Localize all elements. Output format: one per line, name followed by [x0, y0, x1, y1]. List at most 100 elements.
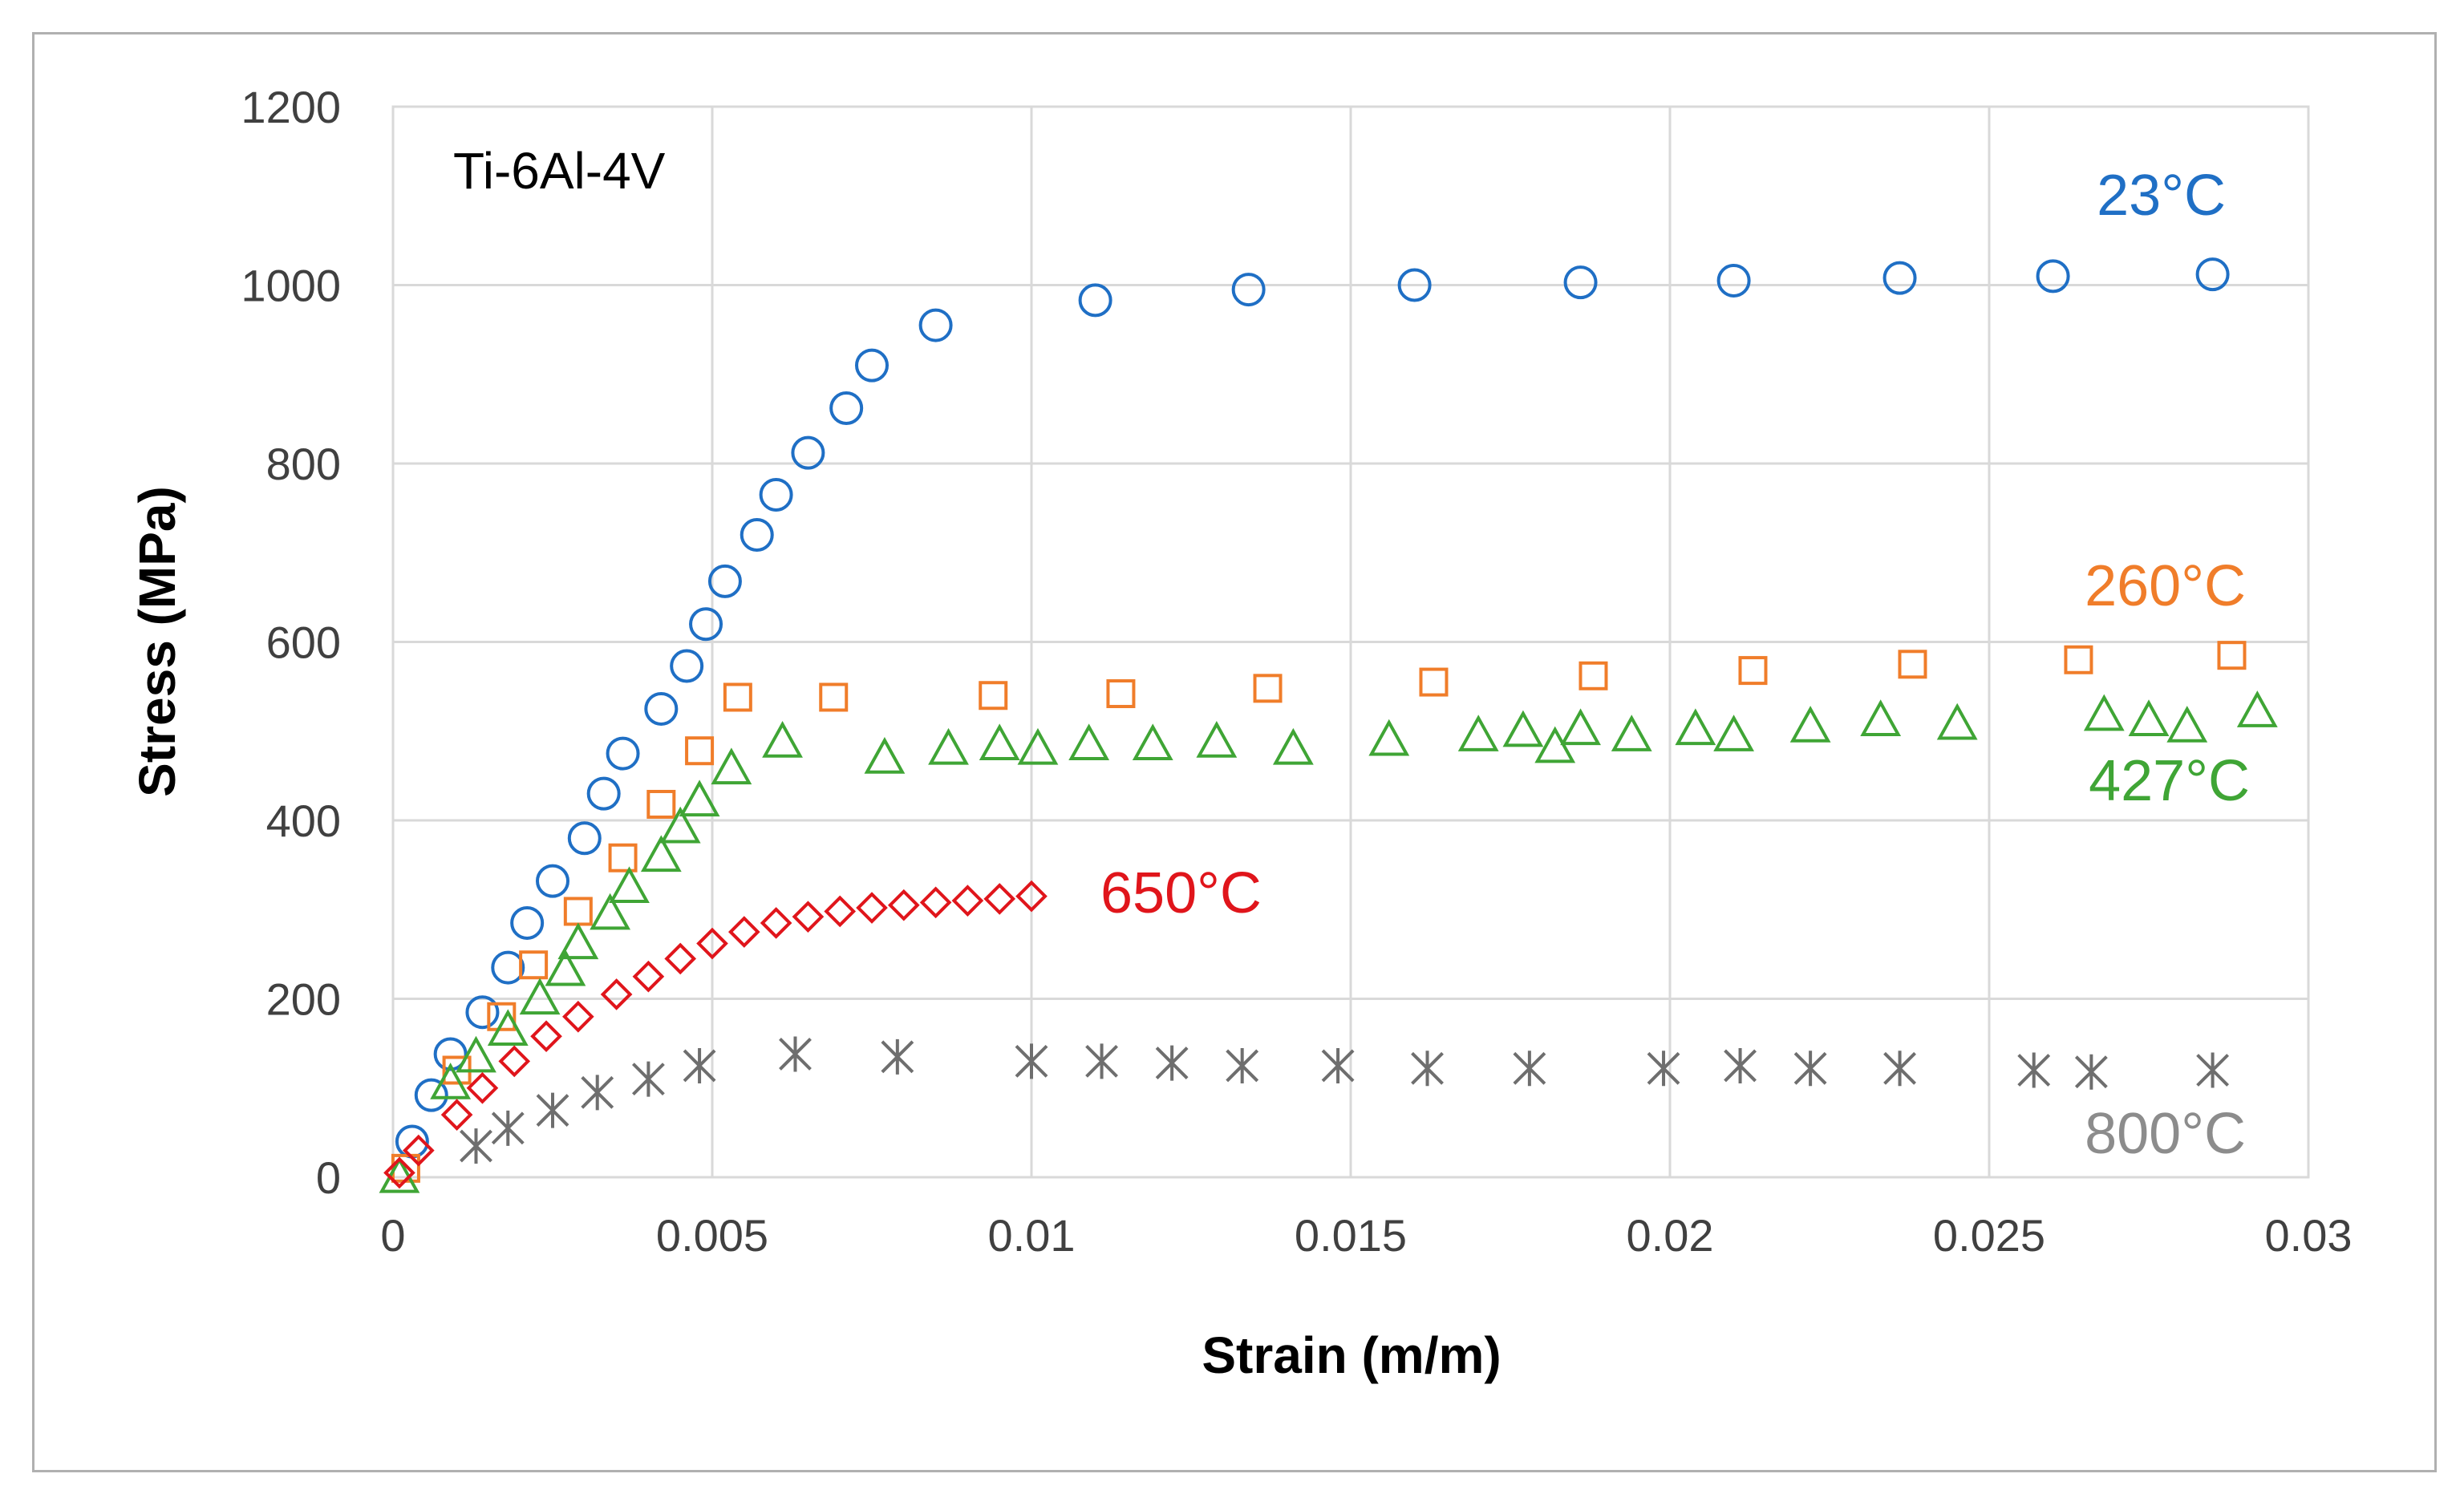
label-427c: 427°C: [2089, 749, 2250, 813]
data-point: [2036, 259, 2070, 294]
data-point: [562, 1000, 594, 1033]
data-point: [711, 747, 752, 785]
data-point: [791, 435, 825, 470]
data-point: [819, 682, 849, 712]
data-point: [1860, 699, 1902, 736]
data-point: [1936, 702, 1978, 740]
data-point: [465, 995, 500, 1030]
data-point: [779, 1036, 812, 1072]
data-point: [1898, 650, 1927, 679]
y-axis-title: Stress (MPa): [128, 486, 186, 797]
data-point: [881, 1038, 914, 1075]
data-point: [1015, 880, 1048, 913]
data-point: [403, 1134, 435, 1167]
data-point: [928, 727, 969, 765]
data-point: [689, 607, 723, 642]
data-point: [855, 348, 889, 383]
data-point: [792, 901, 825, 933]
data-point: [740, 518, 774, 552]
data-point: [1015, 1043, 1048, 1079]
data-point: [433, 1037, 468, 1071]
x-tick-label: 0.025: [1933, 1210, 2045, 1261]
data-point: [600, 978, 633, 1010]
data-point: [487, 1009, 529, 1047]
x-tick-label: 0.005: [656, 1210, 768, 1261]
gridlines: [391, 105, 2310, 1179]
data-point: [608, 843, 638, 872]
data-point: [466, 1071, 499, 1104]
data-point: [590, 893, 631, 930]
tick-labels: 0 0.005 0.01 0.015 0.02 0.025 0.03 0 200 400 600 80…: [241, 82, 2352, 1261]
data-point: [1716, 263, 1751, 298]
data-point: [530, 1020, 562, 1053]
data-point: [644, 691, 679, 726]
material-annotation: Ti-6Al-4V: [453, 142, 666, 200]
data-point: [1513, 1051, 1546, 1087]
label-260c: 260°C: [2085, 554, 2246, 618]
data-point: [563, 897, 593, 926]
data-point: [683, 1047, 716, 1083]
data-point: [685, 736, 715, 766]
data-point: [1560, 708, 1601, 746]
x-axis-title: Strain (m/m): [1202, 1326, 1501, 1384]
data-point: [586, 776, 621, 811]
data-point: [919, 886, 952, 919]
data-point: [1457, 715, 1499, 751]
data-point: [2017, 1052, 2051, 1088]
data-point: [1085, 1043, 1118, 1079]
data-point: [1368, 719, 1410, 756]
data-point: [1789, 706, 1831, 743]
data-point: [1502, 710, 1544, 747]
series-427c: [379, 690, 2278, 1193]
data-point: [383, 1156, 415, 1189]
data-point: [2195, 257, 2230, 292]
data-point: [1068, 723, 1110, 761]
data-point: [1419, 667, 1449, 697]
data-point: [1231, 273, 1266, 307]
x-tick-label: 0.03: [2265, 1210, 2353, 1261]
data-point: [1713, 715, 1754, 751]
chart-frame: [32, 32, 2437, 1472]
data-point: [536, 864, 569, 898]
data-point: [1882, 261, 1917, 295]
data-point: [519, 978, 561, 1015]
series-650c: [383, 880, 1048, 1189]
data-point: [1724, 1047, 1757, 1083]
data-point: [829, 391, 864, 426]
series-23c: [395, 257, 2230, 1159]
data-point: [606, 736, 640, 771]
data-point: [1578, 661, 1608, 690]
data-point: [762, 720, 803, 758]
data-point: [670, 649, 704, 683]
data-point: [2217, 641, 2247, 670]
data-point: [1738, 656, 1768, 686]
data-point: [727, 916, 760, 948]
data-point: [440, 1099, 473, 1131]
data-point: [2074, 1054, 2108, 1090]
data-point: [723, 682, 752, 712]
data-point: [581, 1075, 614, 1111]
y-tick-label: 1200: [241, 82, 341, 132]
data-point: [567, 821, 602, 856]
x-tick-label: 0: [380, 1210, 405, 1261]
y-tick-label: 400: [266, 796, 341, 846]
data-point: [759, 477, 793, 512]
data-point: [487, 1002, 517, 1031]
data-point: [1675, 708, 1716, 746]
data-point: [460, 1128, 492, 1164]
data-point: [2236, 690, 2278, 727]
y-tick-label: 0: [316, 1152, 341, 1203]
data-point: [646, 789, 676, 819]
data-point: [536, 1092, 569, 1128]
data-point: [1226, 1047, 1259, 1083]
data-point: [1017, 727, 1059, 765]
series-800c: [460, 1036, 2230, 1164]
label-650c: 650°C: [1100, 861, 1262, 925]
data-point: [1321, 1047, 1355, 1083]
data-point: [2128, 699, 2170, 736]
label-800c: 800°C: [2085, 1102, 2246, 1166]
data-point: [632, 960, 665, 993]
data-point: [430, 1063, 472, 1099]
data-point: [545, 949, 586, 986]
